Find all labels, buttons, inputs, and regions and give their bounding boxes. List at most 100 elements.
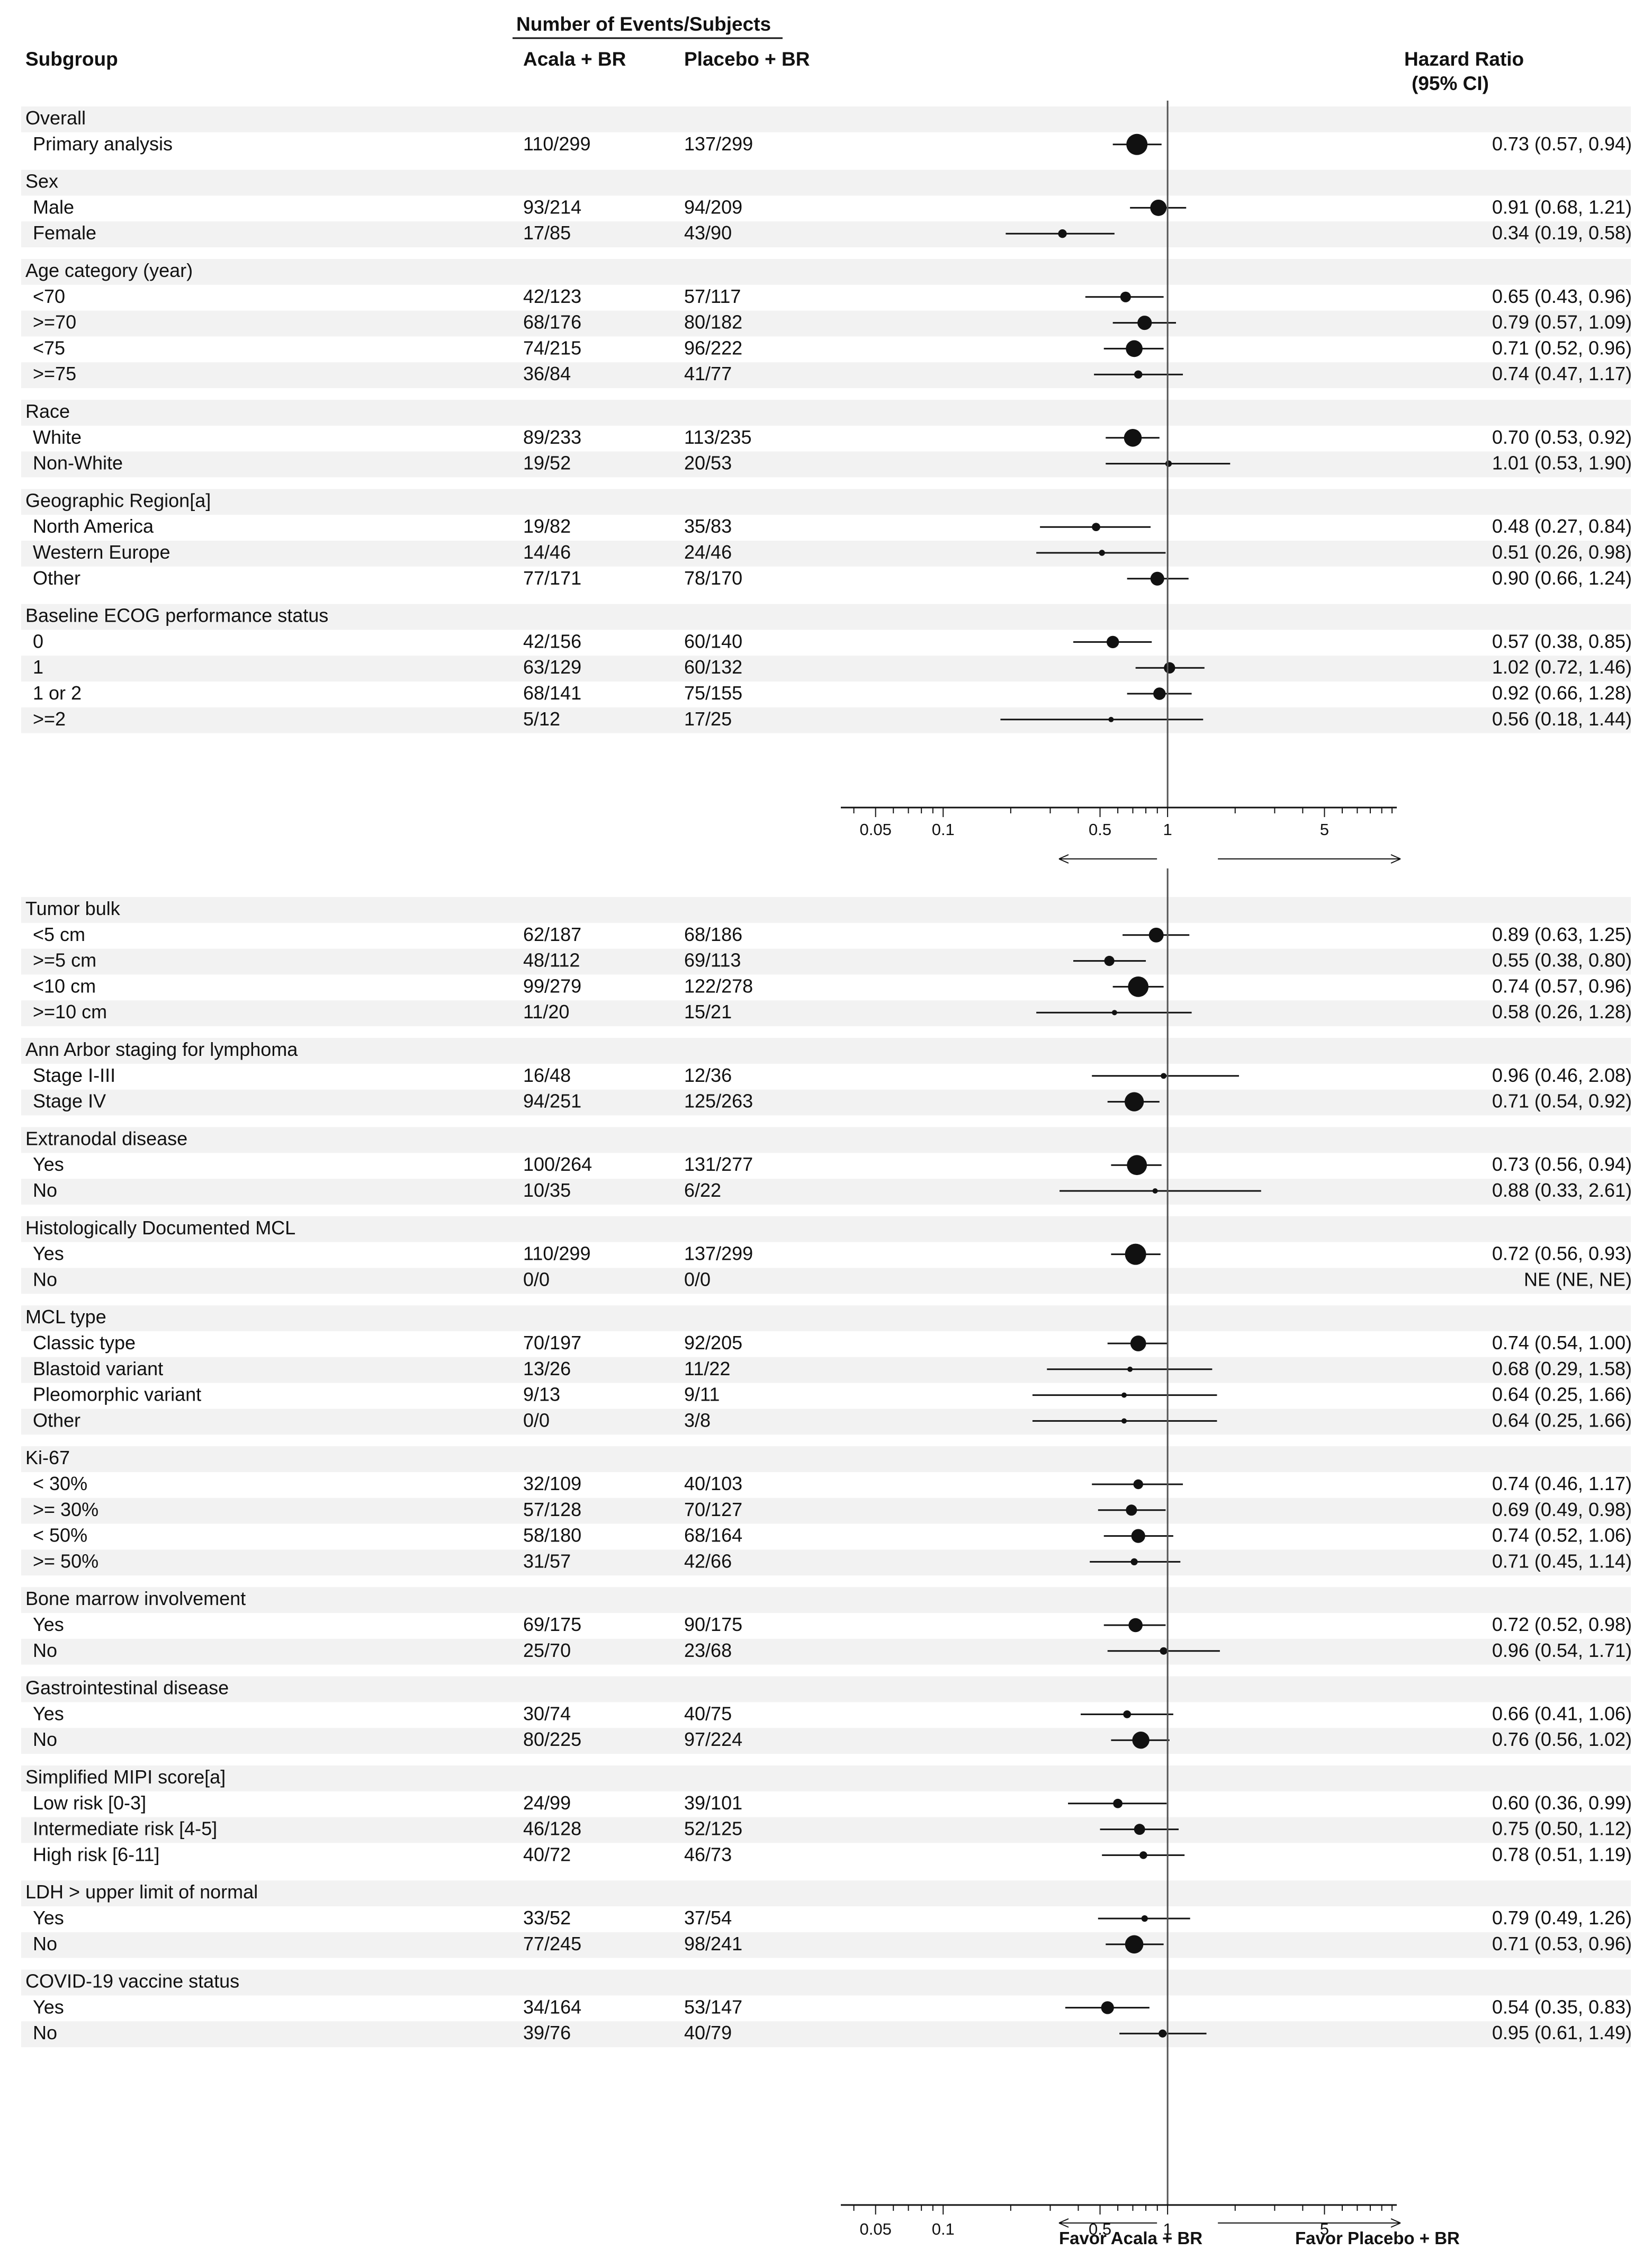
row-bands	[21, 897, 1631, 2047]
arm1-events-cell: 10/35	[523, 1179, 571, 1201]
arm2-events-cell: 23/68	[684, 1639, 732, 1661]
arm1-events-cell: 42/156	[523, 630, 581, 652]
arm2-events-cell: 9/11	[684, 1384, 720, 1405]
subgroup-row-label: Other	[33, 1409, 80, 1431]
arm1-events-cell: 100/264	[523, 1153, 592, 1175]
subgroup-row-label: Yes	[33, 1996, 64, 2018]
subgroup-category-label: Extranodal disease	[25, 1127, 187, 1149]
hazard-ratio-point	[1121, 1392, 1127, 1398]
ci-marks	[1032, 927, 1261, 2038]
group-band	[21, 604, 1631, 630]
subgroup-row-label: < 30%	[33, 1473, 87, 1494]
subgroup-row-label: < 50%	[33, 1525, 87, 1546]
subgroup-row-label: No	[33, 1639, 57, 1661]
subgroup-category-label: Gastrointestinal disease	[25, 1677, 229, 1699]
arm2-events-cell: 40/75	[684, 1702, 732, 1724]
arm1-events-cell: 25/70	[523, 1639, 571, 1661]
x-axis: 0.05 0.1 0.5 1 5	[841, 806, 1397, 839]
hazard-ratio-text: 0.79 (0.57, 1.09)	[1492, 311, 1632, 333]
arm1-events-cell: 32/109	[523, 1473, 581, 1494]
row-band	[21, 310, 1631, 337]
arm2-events-cell: 53/147	[684, 1996, 742, 2018]
subgroup-category-label: COVID-19 vaccine status	[25, 1970, 239, 1992]
x-tick-label: 5	[1320, 820, 1329, 839]
hazard-ratio-text: 1.01 (0.53, 1.90)	[1492, 452, 1632, 474]
subgroup-row-label: No	[33, 1268, 57, 1290]
arm1-events-cell: 89/233	[523, 426, 581, 448]
x-tick-label: 0.1	[932, 2220, 955, 2238]
arm1-events-cell: 57/128	[523, 1499, 581, 1520]
group-band	[21, 400, 1631, 426]
forest-panel-2: Tumor bulk <5 cm 62/187 68/186 0.89 (0.63, 1…	[21, 868, 1632, 2238]
hazard-ratio-text: 0.92 (0.66, 1.28)	[1492, 682, 1632, 704]
hazard-ratio-text: 0.95 (0.61, 1.49)	[1492, 2022, 1632, 2043]
x-tick-label: 0.1	[932, 820, 955, 839]
x-tick-label: 1	[1163, 2220, 1172, 2238]
hazard-ratio-point	[1121, 1418, 1127, 1424]
hazard-ratio-text: 0.74 (0.54, 1.00)	[1492, 1332, 1632, 1353]
favor-acala-label: Favor Acala + BR	[1059, 2228, 1202, 2248]
hazard-ratio-point	[1120, 291, 1131, 302]
arm2-events-cell: 92/205	[684, 1332, 742, 1353]
subgroup-row-label: 1	[33, 656, 43, 678]
arm1-events-cell: 48/112	[523, 949, 580, 971]
row-bands	[21, 106, 1631, 733]
arm1-events-cell: 40/72	[523, 1843, 571, 1865]
arm2-events-cell: 96/222	[684, 337, 742, 358]
hazard-ratio-point	[1150, 571, 1164, 586]
arm1-events-cell: 19/52	[523, 452, 571, 474]
x-tick-label: 0.05	[859, 2220, 891, 2238]
arm2-events-cell: 0/0	[684, 1268, 711, 1290]
hazard-ratio-text: 0.73 (0.56, 0.94)	[1492, 1153, 1632, 1175]
row-band	[21, 451, 1631, 478]
hazard-ratio-point	[1159, 2029, 1167, 2038]
arm1-events-cell: 19/82	[523, 515, 571, 537]
arm1-events-cell: 13/26	[523, 1358, 571, 1379]
arm1-events-cell: 0/0	[523, 1409, 550, 1431]
arm2-events-cell: 78/170	[684, 567, 742, 589]
arm1-events-cell: 62/187	[523, 924, 581, 945]
subgroup-row-label: >= 30%	[33, 1499, 98, 1520]
hazard-ratio-point	[1139, 1851, 1147, 1859]
arm2-events-cell: 94/209	[684, 196, 742, 218]
arm1-events-cell: 31/57	[523, 1550, 571, 1572]
favor-left-arrowhead	[1058, 2218, 1069, 2228]
group-band	[21, 1765, 1631, 1791]
hazard-ratio-text: 0.64 (0.25, 1.66)	[1492, 1409, 1632, 1431]
hazard-ratio-text: 0.66 (0.41, 1.06)	[1492, 1702, 1632, 1724]
hazard-ratio-text: 0.88 (0.33, 2.61)	[1492, 1179, 1632, 1201]
hazard-ratio-point	[1165, 460, 1172, 467]
arm2-events-cell: 137/299	[684, 133, 753, 155]
arm1-events-cell: 77/171	[523, 567, 581, 589]
hazard-ratio-text: 0.54 (0.35, 0.83)	[1492, 1996, 1632, 2018]
x-tick-label: 0.5	[1089, 820, 1111, 839]
hazard-ratio-text: 0.72 (0.56, 0.93)	[1492, 1243, 1632, 1265]
x-tick-label: 1	[1163, 820, 1172, 839]
arm2-events-cell: 137/299	[684, 1243, 753, 1265]
arm1-events-cell: 94/251	[523, 1090, 581, 1112]
hazard-ratio-point	[1104, 955, 1115, 966]
arm1-events-cell: 68/176	[523, 311, 581, 333]
subgroup-row-label: <70	[33, 285, 65, 307]
arm2-events-cell: 40/79	[684, 2022, 732, 2043]
subgroup-category-label: Baseline ECOG performance status	[25, 605, 328, 626]
direction-arrows	[1058, 2218, 1401, 2228]
hazard-ratio-text: 0.58 (0.26, 1.28)	[1492, 1001, 1632, 1023]
subgroup-row-label: No	[33, 1179, 57, 1201]
hazard-ratio-point	[1127, 1366, 1133, 1372]
arm1-events-cell: 30/74	[523, 1702, 571, 1724]
row-band	[21, 1817, 1631, 1843]
row-band	[21, 1089, 1631, 1116]
row-band	[21, 1357, 1631, 1383]
hazard-ratio-text: 0.74 (0.52, 1.06)	[1492, 1525, 1632, 1546]
arm2-header: Placebo + BR	[684, 48, 810, 70]
hazard-ratio-point	[1126, 340, 1143, 357]
hazard-ratio-point	[1113, 1798, 1123, 1808]
arm1-events-cell: 11/20	[523, 1001, 569, 1023]
subgroup-category-label: Histologically Documented MCL	[25, 1217, 295, 1239]
arm2-events-cell: 41/77	[684, 363, 732, 384]
subgroup-category-label: Bone marrow involvement	[25, 1588, 246, 1609]
hazard-ratio-point	[1126, 133, 1148, 155]
arm1-events-cell: 33/52	[523, 1907, 571, 1929]
hazard-ratio-point	[1153, 687, 1166, 700]
